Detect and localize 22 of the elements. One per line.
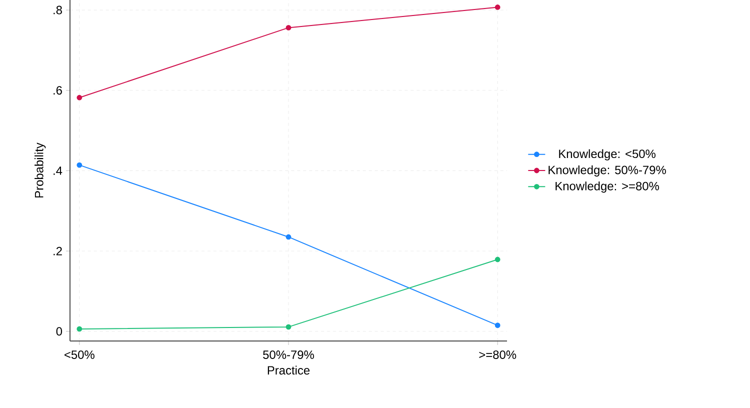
legend-label: Knowledge: >=80%	[556, 182, 659, 193]
point	[286, 234, 292, 240]
y-axis-title: Probability	[34, 142, 46, 198]
point	[286, 324, 292, 330]
point	[76, 94, 82, 100]
y-tick-label: .8	[54, 6, 62, 14]
legend-label: Knowledge: <50%	[559, 149, 656, 160]
y-tick-label: 0	[56, 327, 62, 336]
point	[286, 25, 292, 30]
x-tick-label: <50%	[64, 350, 94, 359]
point	[494, 4, 500, 10]
point	[76, 162, 82, 168]
point	[494, 322, 500, 328]
x-tick-label: 50%-79%	[263, 350, 314, 359]
legend-label: Knowledge: 50%-79%	[548, 165, 666, 177]
y-tick-label: .6	[54, 86, 62, 95]
y-tick-label: .4	[54, 166, 62, 175]
x-axis-title: Practice	[268, 366, 310, 375]
y-tick-label: .2	[54, 246, 62, 256]
point	[494, 256, 500, 262]
x-tick-label: >=80%	[479, 350, 516, 359]
point	[76, 326, 82, 332]
